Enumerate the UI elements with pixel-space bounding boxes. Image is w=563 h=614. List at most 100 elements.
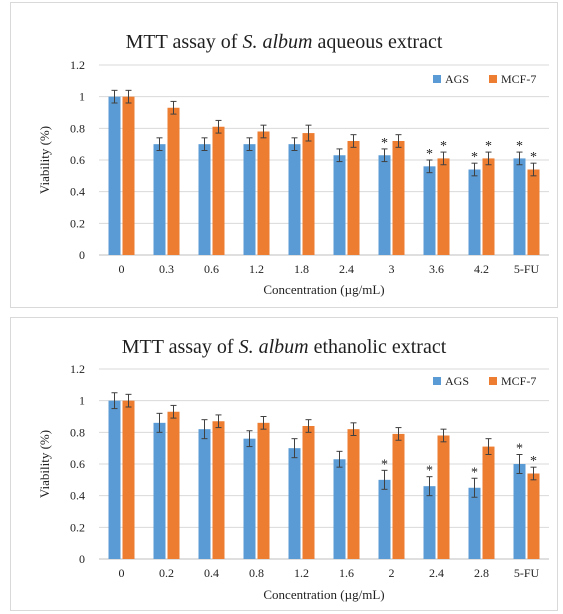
bar-ags <box>108 400 121 559</box>
legend-swatch-ags <box>433 377 441 385</box>
y-tick-label: 0.4 <box>70 489 85 503</box>
bar-mcf-7 <box>122 96 135 256</box>
x-tick-label: 1.2 <box>294 566 309 580</box>
x-tick-label: 0.6 <box>204 262 219 276</box>
significance-marker: * <box>471 465 478 480</box>
chart-title-part: aqueous extract <box>312 31 442 53</box>
x-tick-label: 0.8 <box>249 566 264 580</box>
bar-ags <box>513 464 526 559</box>
significance-marker: * <box>516 139 523 154</box>
y-tick-label: 0.6 <box>70 457 85 471</box>
bar-ags <box>333 155 346 255</box>
bar-mcf-7 <box>212 421 225 559</box>
chart-title-part: S. album <box>239 336 309 358</box>
chart-aqueous: MTT assay of S. album aqueous extract 0 0.… <box>37 31 549 297</box>
significance-marker: * <box>426 464 433 479</box>
bar-ags <box>423 486 436 559</box>
bar-ags <box>198 144 211 255</box>
x-tick-label: 1.2 <box>249 262 264 276</box>
bar-mcf-7 <box>437 435 450 559</box>
bar-mcf-7 <box>392 141 405 255</box>
legend-label-mcf-7: MCF-7 <box>501 72 536 86</box>
bar-mcf-7 <box>167 411 180 559</box>
x-tick-label: 0.3 <box>159 262 174 276</box>
legend-label-ags: AGS <box>445 374 469 388</box>
y-tick-label: 1.2 <box>70 362 85 376</box>
x-tick-label: 1.8 <box>294 262 309 276</box>
y-tick-label: 0.4 <box>70 185 85 199</box>
x-axis-label: Concentration (µg/mL) <box>263 587 384 602</box>
bar-mcf-7 <box>122 400 135 559</box>
legend-swatch-ags <box>433 75 441 83</box>
chart-panel-aqueous: MTT assay of S. album aqueous extract 0 0.… <box>10 2 558 308</box>
y-axis-label: Viability (%) <box>37 430 52 498</box>
significance-marker: * <box>471 150 478 165</box>
bar-ags <box>468 487 481 559</box>
chart-title: MTT assay of S. album aqueous extract <box>126 31 443 53</box>
legend-swatch-mcf-7 <box>489 75 497 83</box>
bar-ags <box>378 479 391 559</box>
x-tick-label: 0 <box>119 566 125 580</box>
y-tick-label: 0.8 <box>70 425 85 439</box>
bar-ags <box>288 144 301 255</box>
significance-marker: * <box>530 454 537 469</box>
chart-panel-ethanolic: MTT assay of S. album ethanolic extract 0… <box>10 317 558 611</box>
y-tick-label: 0.2 <box>70 520 85 534</box>
y-tick-label: 0.6 <box>70 153 85 167</box>
x-tick-label: 2 <box>389 566 395 580</box>
chart-title-part: MTT assay of <box>122 336 239 358</box>
significance-marker: * <box>516 442 523 457</box>
y-tick-label: 1.2 <box>70 58 85 72</box>
bar-ags <box>468 169 481 255</box>
chart-title-part: S. album <box>242 31 312 53</box>
x-tick-label: 1.6 <box>339 566 354 580</box>
x-tick-label: 2.4 <box>429 566 444 580</box>
bar-mcf-7 <box>257 131 270 255</box>
x-tick-label: 3.6 <box>429 262 444 276</box>
x-tick-label: 2.8 <box>474 566 489 580</box>
y-tick-label: 0.2 <box>70 216 85 230</box>
chart-ethanolic: MTT assay of S. album ethanolic extract 0… <box>37 336 549 602</box>
bar-mcf-7 <box>257 422 270 559</box>
bar-mcf-7 <box>437 158 450 255</box>
x-tick-label: 4.2 <box>474 262 489 276</box>
bar-mcf-7 <box>527 473 540 559</box>
x-tick-label: 0 <box>119 262 125 276</box>
significance-marker: * <box>530 150 537 165</box>
x-tick-label: 3 <box>389 262 395 276</box>
y-tick-label: 1 <box>79 394 85 408</box>
bar-ags <box>333 459 346 559</box>
y-tick-label: 0 <box>79 552 85 566</box>
x-tick-label: 0.4 <box>204 566 219 580</box>
bar-ags <box>513 158 526 255</box>
y-tick-label: 0.8 <box>70 121 85 135</box>
x-tick-label: 2.4 <box>339 262 354 276</box>
bar-mcf-7 <box>212 126 225 255</box>
x-tick-label: 5-FU <box>514 262 540 276</box>
bar-mcf-7 <box>167 107 180 255</box>
legend-label-mcf-7: MCF-7 <box>501 374 536 388</box>
bar-mcf-7 <box>482 446 495 559</box>
significance-marker: * <box>440 139 447 154</box>
y-tick-label: 0 <box>79 248 85 262</box>
legend-swatch-mcf-7 <box>489 377 497 385</box>
bar-ags <box>423 166 436 255</box>
y-tick-label: 1 <box>79 90 85 104</box>
bar-mcf-7 <box>302 426 315 559</box>
bar-mcf-7 <box>347 429 360 559</box>
x-tick-label: 0.2 <box>159 566 174 580</box>
x-tick-label: 5-FU <box>514 566 540 580</box>
legend-label-ags: AGS <box>445 72 469 86</box>
significance-marker: * <box>381 457 388 472</box>
bar-ags <box>243 144 256 255</box>
significance-marker: * <box>485 139 492 154</box>
bar-ags <box>288 448 301 559</box>
significance-marker: * <box>381 136 388 151</box>
chart-title-part: ethanolic extract <box>309 336 447 358</box>
bar-ags <box>153 144 166 255</box>
chart-title: MTT assay of S. album ethanolic extract <box>122 336 447 358</box>
x-axis-label: Concentration (µg/mL) <box>263 282 384 297</box>
significance-marker: * <box>426 147 433 162</box>
bar-ags <box>108 96 121 256</box>
bar-mcf-7 <box>392 433 405 559</box>
